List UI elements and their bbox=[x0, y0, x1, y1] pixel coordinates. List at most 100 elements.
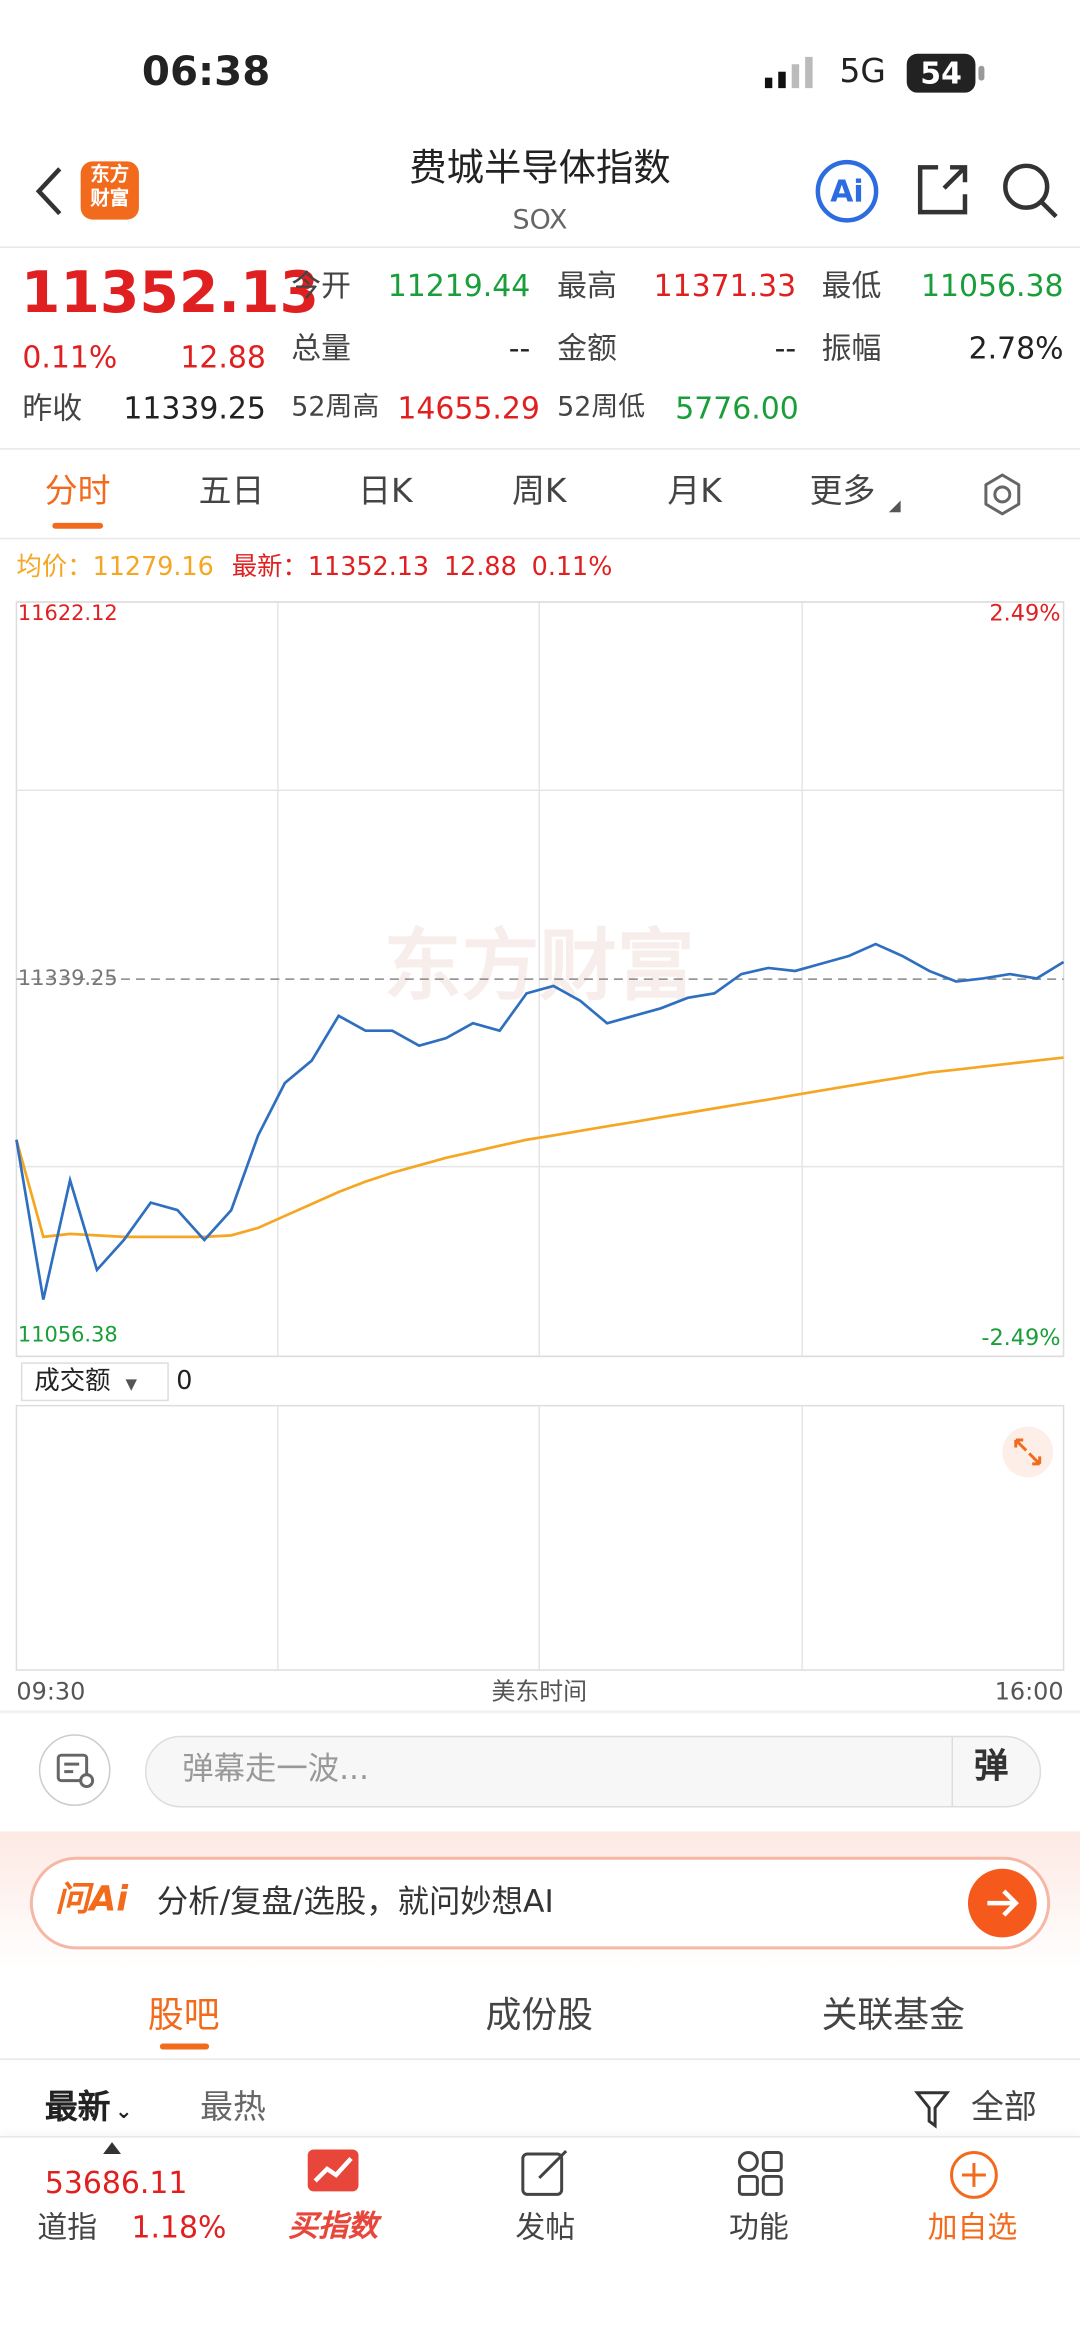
danmaku-button[interactable]: 弹 bbox=[973, 1747, 1009, 1787]
y2-tick-label: 2.49% bbox=[989, 600, 1060, 626]
buy-index-icon bbox=[307, 2149, 359, 2192]
latest-change: 12.88 bbox=[444, 552, 517, 583]
bottom-bar bbox=[0, 2136, 1080, 2341]
section-tab[interactable]: 关联基金 bbox=[821, 1994, 965, 2037]
prev-close: 11339.25 bbox=[123, 389, 266, 426]
divider bbox=[0, 448, 1080, 450]
share-button[interactable] bbox=[914, 161, 971, 218]
divider bbox=[0, 2058, 1080, 2060]
tab[interactable]: 周K bbox=[512, 473, 567, 511]
last-price: 11352.13 bbox=[20, 259, 319, 326]
logo-line: 东方 bbox=[90, 164, 130, 187]
field-label: 52周低 bbox=[557, 391, 646, 423]
danmaku-settings[interactable] bbox=[38, 1734, 111, 1806]
y-tick-label: 11056.38 bbox=[18, 1322, 118, 1346]
watermark: 东方财富 bbox=[384, 921, 695, 1011]
tab-underline bbox=[159, 2043, 210, 2050]
field-value: 11056.38 bbox=[921, 267, 1064, 304]
filter-all[interactable]: 全部 bbox=[970, 2089, 1037, 2128]
nav-item[interactable]: 加自选 bbox=[927, 2209, 1018, 2246]
field-value: -- bbox=[774, 330, 797, 366]
field-value: 2.78% bbox=[968, 330, 1064, 366]
battery: 54 bbox=[906, 53, 976, 93]
danmaku-input[interactable] bbox=[144, 1735, 1042, 1808]
tab-underline bbox=[52, 522, 104, 529]
divider bbox=[0, 537, 1080, 540]
tab[interactable]: 日K bbox=[358, 473, 413, 511]
back-button[interactable] bbox=[33, 164, 69, 218]
divider bbox=[0, 1710, 1080, 1714]
logo-line: 财富 bbox=[90, 188, 130, 211]
field-label: 最高 bbox=[557, 267, 617, 304]
field-value: 11371.33 bbox=[653, 267, 797, 304]
field-value: 5776.00 bbox=[675, 389, 799, 426]
x-tick-label: 16:00 bbox=[995, 1677, 1064, 1705]
network: 5G bbox=[839, 53, 886, 92]
divider bbox=[0, 246, 1080, 248]
series-line bbox=[15, 942, 1065, 1300]
tab[interactable]: 五日 bbox=[198, 473, 265, 511]
y-tick-label: 11622.12 bbox=[18, 601, 118, 625]
ticker-name: 道指 bbox=[37, 2209, 98, 2246]
field-label: 52周高 bbox=[291, 391, 380, 423]
expand-button[interactable] bbox=[1002, 1426, 1054, 1478]
ask-ai-send[interactable] bbox=[966, 1867, 1038, 1939]
nav-item[interactable]: 买指数 bbox=[288, 2207, 378, 2244]
settings-button[interactable] bbox=[980, 472, 1025, 517]
divider bbox=[951, 1737, 954, 1806]
info-bar: 均价：11279.16 最新：11352.13 12.88 0.11% bbox=[16, 552, 613, 583]
avg-label: 均价： bbox=[16, 552, 93, 583]
nav-item[interactable]: 发帖 bbox=[515, 2209, 576, 2246]
intraday-chart: 东方财富 美东时间 11056.38 11339.25 11622.12 -2.49%… bbox=[15, 600, 1065, 1705]
more-arrow bbox=[888, 500, 901, 513]
field-label: 今开 bbox=[291, 267, 352, 304]
page-title: 费城半导体指数 bbox=[409, 146, 671, 190]
change: 12.88 bbox=[180, 339, 266, 375]
avg-price: 11279.16 bbox=[92, 552, 214, 583]
function-icon bbox=[737, 2151, 783, 2196]
tab[interactable]: 更多 bbox=[809, 473, 876, 511]
ticker-pct: 1.18% bbox=[131, 2209, 227, 2246]
section-tab[interactable]: 股吧 bbox=[147, 1994, 220, 2037]
filter-hot[interactable]: 最热 bbox=[200, 2089, 266, 2128]
ai-button[interactable]: Ai bbox=[815, 159, 879, 223]
ask-ai-box[interactable] bbox=[29, 1856, 1051, 1950]
change-pct: 0.11% bbox=[22, 339, 118, 375]
series-line bbox=[15, 1056, 1064, 1239]
latest-price: 11352.13 bbox=[307, 552, 430, 583]
battery-tip bbox=[978, 65, 985, 81]
filter-latest[interactable]: 最新 ⌄ bbox=[44, 2089, 133, 2128]
nav-item[interactable]: 功能 bbox=[728, 2209, 789, 2246]
search-button[interactable] bbox=[1001, 161, 1061, 221]
field-value: -- bbox=[508, 330, 531, 366]
add-icon bbox=[950, 2151, 998, 2199]
ticker-value: 53686.11 bbox=[44, 2164, 188, 2201]
volume-selector[interactable]: 成交额 ▼ bbox=[20, 1362, 169, 1402]
tab[interactable]: 分时 bbox=[44, 473, 111, 511]
signal-icon bbox=[764, 56, 813, 89]
x-axis-label: 美东时间 bbox=[491, 1677, 587, 1705]
ask-ai-text: 分析/复盘/选股，就问妙想AI bbox=[156, 1883, 554, 1920]
field-label: 总量 bbox=[291, 330, 352, 366]
field-label: 最低 bbox=[821, 267, 882, 304]
app-logo: 东方 财富 bbox=[80, 161, 139, 220]
y-tick-label: 11339.25 bbox=[18, 966, 118, 990]
field-label: 金额 bbox=[557, 330, 617, 366]
section-tab[interactable]: 成份股 bbox=[485, 1994, 594, 2037]
post-icon bbox=[521, 2149, 568, 2196]
prev-close-label: 昨收 bbox=[22, 389, 83, 426]
volume-frame bbox=[15, 1404, 1065, 1671]
danmaku-placeholder: 弹幕走一波... bbox=[182, 1750, 370, 1787]
latest-change-pct: 0.11% bbox=[531, 552, 613, 583]
latest-label: 最新： bbox=[231, 552, 308, 583]
x-tick-label: 09:30 bbox=[16, 1677, 85, 1705]
field-value: 14655.29 bbox=[397, 389, 540, 426]
tab[interactable]: 月K bbox=[667, 473, 722, 511]
ask-ai-logo: 问Ai bbox=[55, 1880, 128, 1920]
status-time: 06:38 bbox=[141, 49, 271, 96]
field-label: 振幅 bbox=[821, 330, 882, 366]
ticker-arrow bbox=[103, 2142, 121, 2155]
page-code: SOX bbox=[512, 204, 568, 237]
expand-icon bbox=[1014, 1438, 1042, 1466]
